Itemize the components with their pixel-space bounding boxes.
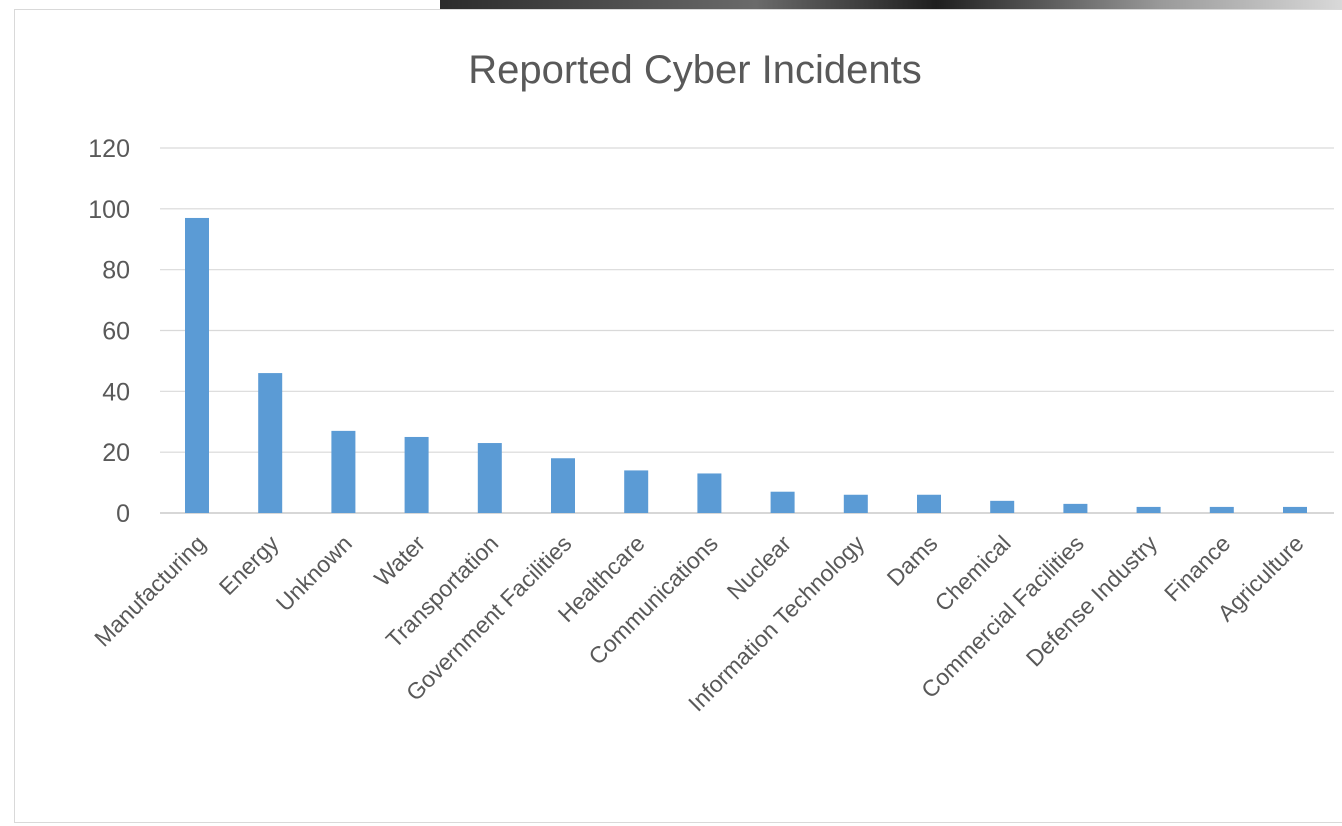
x-tick-label: Energy bbox=[214, 530, 284, 600]
y-tick-label: 80 bbox=[102, 257, 130, 285]
y-tick-label: 0 bbox=[116, 500, 130, 528]
bar-unknown bbox=[331, 430, 356, 513]
background-photo-strip bbox=[440, 0, 1342, 9]
x-tick-label: Communications bbox=[583, 530, 723, 670]
bar-transportation bbox=[477, 443, 502, 513]
x-tick-label: Dams bbox=[882, 530, 943, 591]
y-tick-label: 20 bbox=[102, 439, 130, 467]
chart-panel bbox=[14, 9, 1342, 823]
bar-information-technology bbox=[843, 494, 868, 513]
y-tick-label: 100 bbox=[88, 196, 130, 224]
y-tick-label: 40 bbox=[102, 378, 130, 406]
bars bbox=[185, 217, 1307, 514]
x-tick-label: Water bbox=[369, 530, 430, 591]
bar-commercial-facilities bbox=[1063, 503, 1088, 513]
bar-nuclear bbox=[770, 491, 795, 513]
gridlines bbox=[160, 147, 1334, 514]
bar-defense-industry bbox=[1136, 506, 1161, 513]
bar-chemical bbox=[990, 500, 1015, 513]
bar-finance bbox=[1209, 506, 1234, 513]
chart-title: Reported Cyber Incidents bbox=[468, 48, 922, 92]
bar-healthcare bbox=[624, 470, 649, 513]
y-tick-label: 120 bbox=[88, 135, 130, 163]
x-tick-label: Defense Industry bbox=[1021, 530, 1163, 672]
bar-manufacturing bbox=[185, 217, 209, 514]
x-tick-label: Finance bbox=[1159, 530, 1235, 606]
bar-dams bbox=[917, 494, 941, 513]
x-tick-label: Unknown bbox=[271, 530, 357, 616]
bar-water bbox=[404, 436, 429, 513]
x-tick-label: Manufacturing bbox=[89, 530, 210, 651]
bar-communications bbox=[697, 473, 722, 513]
bar-government-facilities bbox=[551, 458, 575, 513]
bar-energy bbox=[258, 373, 283, 513]
bar-agriculture bbox=[1283, 506, 1307, 513]
y-tick-label: 60 bbox=[102, 318, 130, 346]
x-tick-label: Nuclear bbox=[722, 530, 797, 605]
y-tick-labels: 0 20 40 60 80 100 120 bbox=[88, 135, 130, 528]
